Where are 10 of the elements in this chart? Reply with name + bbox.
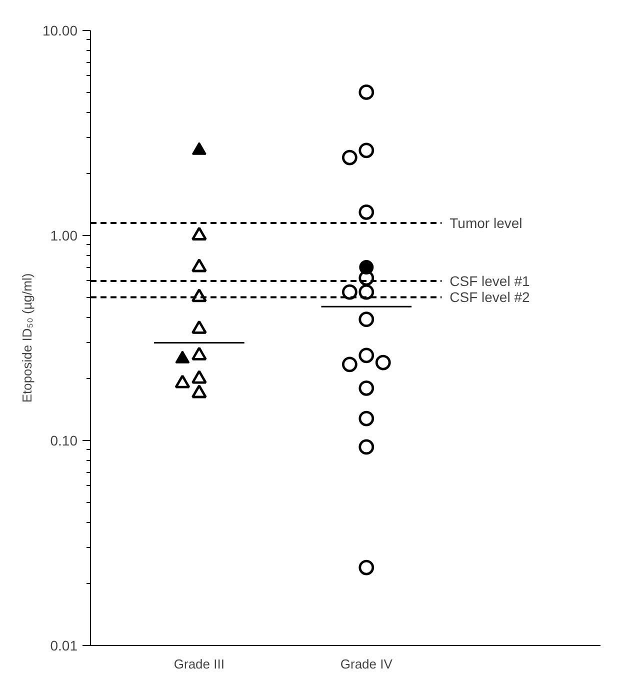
ref-line-label: Tumor level [450,215,522,232]
y-axis-title: Etoposide ID₅₀ (µg/ml) [19,273,34,403]
y-tick-label: 0.01 [50,638,78,654]
ref-line-label: CSF level #2 [450,289,530,306]
x-tick-label: Grade III [174,656,224,672]
x-tick-label: Grade IV [340,656,393,672]
ref-line-label: CSF level #1 [450,272,530,289]
y-tick-label: 1.00 [50,228,78,244]
y-tick-label: 10.00 [42,22,78,38]
y-tick-label: 0.10 [50,432,78,448]
